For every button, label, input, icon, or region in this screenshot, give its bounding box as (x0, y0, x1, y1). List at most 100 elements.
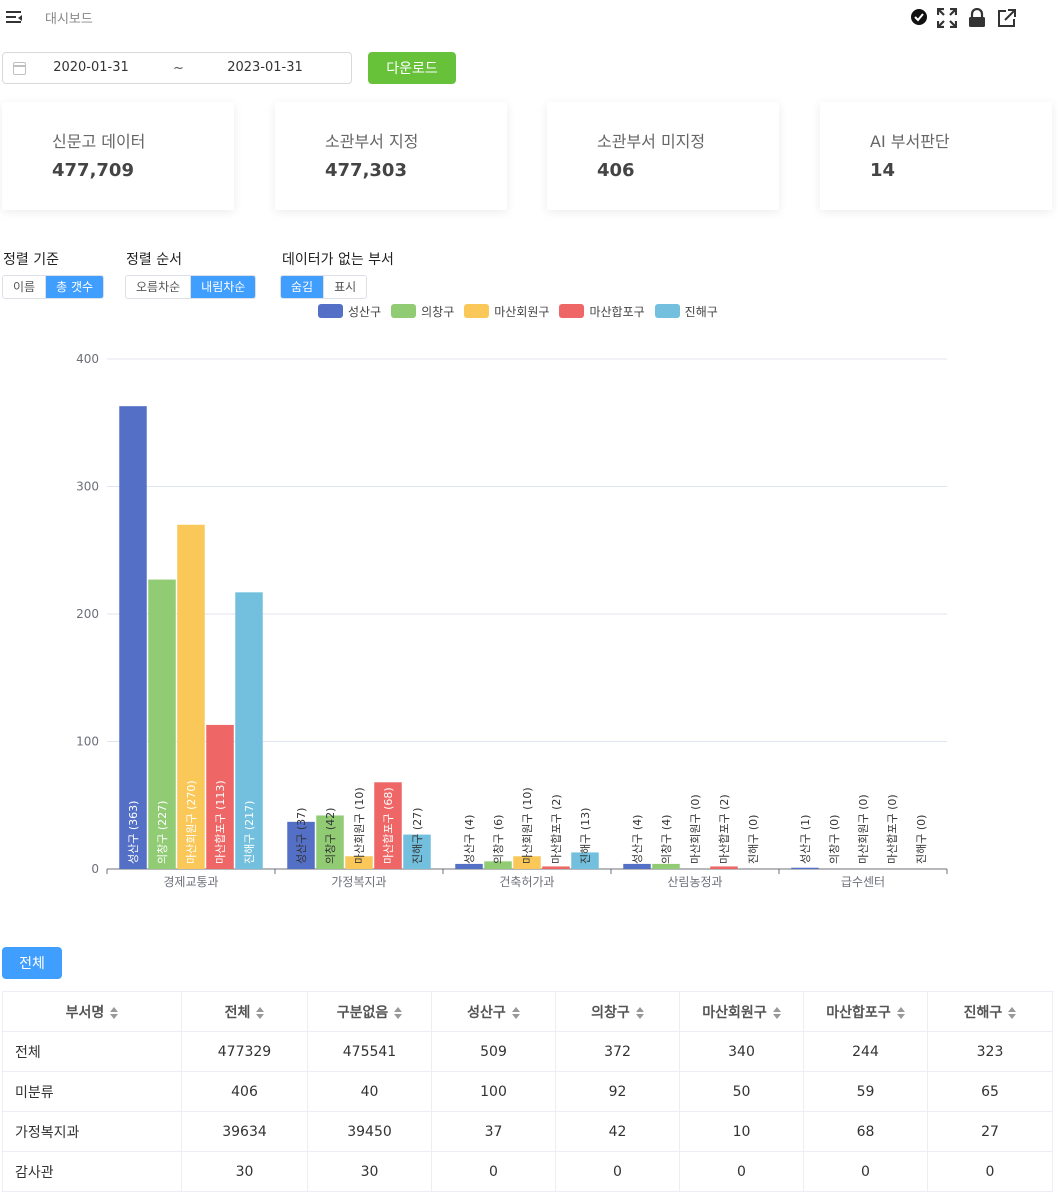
x-tick-label: 급수센터 (841, 875, 885, 889)
sort-icon[interactable] (896, 1006, 905, 1019)
table-cell: 0 (927, 1151, 1053, 1192)
card-label: 신문고 데이터 (52, 132, 146, 151)
column-header-label: 진해구 (963, 1004, 1003, 1021)
bar (652, 863, 680, 869)
sort-by-name-button[interactable]: 이름 (3, 276, 46, 298)
bar-data-label: 진해구 (0) (746, 815, 760, 864)
bar-data-label: 마산회원구 (0) (689, 794, 702, 864)
sort-order-toggle: 오름차순 내림차순 (125, 275, 257, 299)
card-label: AI 부서판단 (870, 132, 950, 151)
x-tick-label: 경제교통과 (163, 875, 218, 889)
table-row[interactable]: 전체 477329 475541 509 372 340 244 323 (2, 1031, 1053, 1072)
sort-icon[interactable] (394, 1006, 403, 1019)
card-value: 477,709 (52, 160, 134, 181)
summary-card-ai: AI 부서판단 14 (820, 102, 1052, 210)
check-circle-icon[interactable] (910, 8, 930, 28)
start-date-input[interactable] (41, 60, 141, 75)
card-value: 406 (597, 160, 635, 181)
column-header-masanhappo[interactable]: 마산합포구 (803, 991, 928, 1032)
legend-item-uichang[interactable]: 의창구 (391, 302, 454, 320)
sort-order-label: 정렬 순서 (126, 252, 182, 268)
table-cell: 가정복지과 (2, 1111, 182, 1152)
date-range-picker[interactable]: ~ (2, 52, 352, 84)
table-cell: 50 (679, 1071, 804, 1112)
bar (206, 724, 234, 869)
legend-item-masanhappo[interactable]: 마산합포구 (559, 302, 645, 320)
range-separator: ~ (173, 61, 184, 76)
table-cell: 100 (431, 1071, 556, 1112)
all-filter-button[interactable]: 전체 (2, 947, 62, 979)
bar-chart: 0 100 200 300 400 경제교통과 성산구 (363) 의창구 (227) 마산회원… (76, 352, 948, 889)
table-row[interactable]: 가정복지과 39634 39450 37 42 10 68 27 (2, 1111, 1053, 1152)
sort-by-toggle: 이름 총 갯수 (2, 275, 105, 299)
column-header-uichang[interactable]: 의창구 (555, 991, 680, 1032)
table-cell: 475541 (307, 1031, 432, 1072)
bar (623, 863, 651, 869)
bar-data-label: 마산합포구 (0) (886, 794, 899, 864)
card-value: 14 (870, 160, 896, 181)
empty-dept-label: 데이터가 없는 부서 (282, 252, 394, 268)
empty-dept-show-button[interactable]: 표시 (323, 276, 367, 298)
download-button[interactable]: 다운로드 (368, 52, 456, 84)
column-header-label: 성산구 (467, 1004, 506, 1021)
legend-swatch (654, 304, 680, 318)
legend-label: 마산합포구 (589, 304, 645, 319)
table-cell: 477329 (181, 1031, 308, 1072)
fullscreen-icon[interactable] (937, 8, 957, 28)
bar-data-label: 마산합포구 (2) (550, 794, 563, 864)
legend-swatch (559, 304, 585, 318)
summary-card-assigned: 소관부서 지정 477,303 (275, 102, 507, 210)
empty-dept-hide-button[interactable]: 숨김 (281, 276, 324, 298)
bar (345, 856, 373, 869)
bar (119, 406, 147, 869)
table-cell: 59 (803, 1071, 928, 1112)
column-header-masanhoewon[interactable]: 마산회원구 (679, 991, 804, 1032)
top-bar: 대시보드 (0, 0, 1058, 40)
bar-data-label: 마산합포구 (113) (214, 780, 227, 864)
bar-data-label: 의창구 (0) (828, 815, 841, 864)
lock-icon[interactable] (967, 8, 987, 28)
table-cell: 323 (927, 1031, 1053, 1072)
bar-data-label: 성산구 (4) (631, 815, 644, 864)
table-cell: 10 (679, 1111, 804, 1152)
table-row[interactable]: 감사관 30 30 0 0 0 0 0 (2, 1151, 1053, 1192)
sort-by-count-button[interactable]: 총 갯수 (45, 276, 104, 298)
bar (455, 863, 483, 869)
sort-descending-button[interactable]: 내림차순 (190, 276, 256, 298)
bar-data-label: 진해구 (27) (410, 808, 424, 864)
sort-icon[interactable] (256, 1006, 265, 1019)
bar (710, 866, 738, 869)
sort-icon[interactable] (1008, 1006, 1017, 1019)
column-header-jinhae[interactable]: 진해구 (927, 991, 1053, 1032)
sort-icon[interactable] (772, 1006, 781, 1019)
table-cell: 30 (181, 1151, 308, 1192)
legend-item-jinhae[interactable]: 진해구 (654, 302, 718, 320)
column-header-label: 전체 (224, 1004, 251, 1021)
bar (316, 815, 344, 869)
sort-icon[interactable] (635, 1006, 644, 1019)
sort-icon[interactable] (511, 1006, 520, 1019)
bar-data-label: 마산합포구 (68) (382, 787, 395, 864)
column-header-dept[interactable]: 부서명 (2, 991, 182, 1032)
sort-ascending-button[interactable]: 오름차순 (126, 276, 191, 298)
table-cell: 30 (307, 1151, 432, 1192)
table-cell: 406 (181, 1071, 308, 1112)
legend-swatch (391, 304, 417, 318)
legend-item-masanhoewon[interactable]: 마산회원구 (464, 302, 549, 320)
column-header-total[interactable]: 전체 (181, 991, 308, 1032)
table-header-row: 부서명 전체 구분없음 성산구 의창구 마산회원구 마산합포구 진해구 (2, 991, 1053, 1032)
bar (148, 579, 176, 869)
table-cell: 0 (803, 1151, 928, 1192)
legend-item-seongsan[interactable]: 성산구 (318, 302, 381, 320)
menu-toggle-icon[interactable] (6, 9, 23, 25)
table-cell: 244 (803, 1031, 928, 1072)
sort-icon[interactable] (110, 1006, 119, 1019)
external-link-icon[interactable] (997, 8, 1017, 28)
table-cell: 0 (431, 1151, 556, 1192)
table-row[interactable]: 미분류 406 40 100 92 50 59 65 (2, 1071, 1053, 1112)
bar (287, 821, 315, 869)
column-header-unclassified[interactable]: 구분없음 (307, 991, 432, 1032)
end-date-input[interactable] (215, 60, 315, 75)
table-cell: 68 (803, 1111, 928, 1152)
column-header-seongsan[interactable]: 성산구 (431, 991, 556, 1032)
